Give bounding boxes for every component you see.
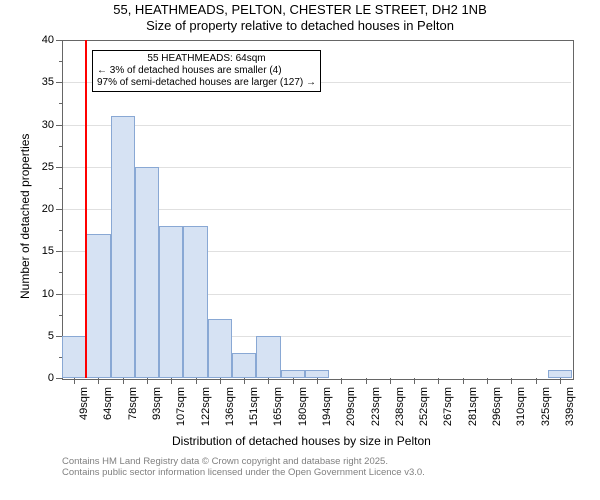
- x-tick-mark: [147, 378, 148, 384]
- y-minor-tick-mark: [59, 272, 62, 273]
- histogram-bar: [135, 167, 159, 378]
- x-tick-mark: [390, 378, 391, 384]
- y-tick-mark: [56, 167, 62, 168]
- x-tick-label: 180sqm: [297, 387, 309, 437]
- title-line-1: 55, HEATHMEADS, PELTON, CHESTER LE STREE…: [0, 2, 600, 18]
- histogram-bar: [111, 116, 135, 378]
- x-tick-label: 267sqm: [442, 387, 454, 437]
- x-tick-mark: [171, 378, 172, 384]
- y-tick-label: 0: [34, 372, 54, 384]
- chart-container: 55, HEATHMEADS, PELTON, CHESTER LE STREE…: [0, 0, 600, 500]
- x-tick-label: 223sqm: [370, 387, 382, 437]
- annotation-box: 55 HEATHMEADS: 64sqm← 3% of detached hou…: [92, 50, 321, 92]
- y-tick-label: 25: [34, 161, 54, 173]
- x-tick-mark: [536, 378, 537, 384]
- annotation-line: ← 3% of detached houses are smaller (4): [97, 65, 316, 77]
- histogram-bar: [232, 353, 256, 378]
- y-tick-label: 10: [34, 288, 54, 300]
- x-tick-label: 281sqm: [467, 387, 479, 437]
- x-tick-label: 165sqm: [272, 387, 284, 437]
- x-tick-label: 151sqm: [248, 387, 260, 437]
- annotation-line: 97% of semi-detached houses are larger (…: [97, 77, 316, 89]
- y-tick-label: 15: [34, 245, 54, 257]
- x-tick-label: 49sqm: [78, 387, 90, 437]
- histogram-bar: [62, 336, 86, 378]
- y-tick-mark: [56, 40, 62, 41]
- footer-line-1: Contains HM Land Registry data © Crown c…: [62, 456, 425, 467]
- x-tick-label: 296sqm: [491, 387, 503, 437]
- y-minor-tick-mark: [59, 188, 62, 189]
- title-line-2: Size of property relative to detached ho…: [0, 18, 600, 34]
- x-tick-mark: [220, 378, 221, 384]
- x-tick-label: 122sqm: [200, 387, 212, 437]
- histogram-bar: [305, 370, 329, 378]
- x-tick-label: 310sqm: [515, 387, 527, 437]
- y-tick-mark: [56, 82, 62, 83]
- y-minor-tick-mark: [59, 146, 62, 147]
- x-tick-label: 325sqm: [540, 387, 552, 437]
- x-tick-mark: [317, 378, 318, 384]
- x-tick-label: 339sqm: [564, 387, 576, 437]
- y-minor-tick-mark: [59, 315, 62, 316]
- histogram-bar: [281, 370, 305, 378]
- x-tick-mark: [293, 378, 294, 384]
- histogram-bar: [208, 319, 232, 378]
- x-tick-mark: [414, 378, 415, 384]
- x-tick-label: 238sqm: [394, 387, 406, 437]
- y-tick-mark: [56, 294, 62, 295]
- x-tick-mark: [341, 378, 342, 384]
- histogram-bar: [86, 234, 110, 378]
- x-tick-mark: [123, 378, 124, 384]
- y-tick-mark: [56, 378, 62, 379]
- x-tick-mark: [463, 378, 464, 384]
- x-tick-mark: [511, 378, 512, 384]
- gridline-h: [63, 125, 571, 126]
- x-tick-label: 78sqm: [127, 387, 139, 437]
- footer-line-2: Contains public sector information licen…: [62, 467, 425, 478]
- x-tick-mark: [74, 378, 75, 384]
- x-tick-mark: [244, 378, 245, 384]
- y-tick-label: 30: [34, 119, 54, 131]
- x-tick-mark: [196, 378, 197, 384]
- x-tick-mark: [560, 378, 561, 384]
- y-minor-tick-mark: [59, 230, 62, 231]
- footer-block: Contains HM Land Registry data © Crown c…: [62, 456, 425, 479]
- histogram-bar: [548, 370, 572, 378]
- annotation-line: 55 HEATHMEADS: 64sqm: [97, 53, 316, 65]
- x-tick-label: 107sqm: [175, 387, 187, 437]
- x-tick-label: 209sqm: [345, 387, 357, 437]
- x-tick-mark: [438, 378, 439, 384]
- x-tick-mark: [366, 378, 367, 384]
- title-block: 55, HEATHMEADS, PELTON, CHESTER LE STREE…: [0, 2, 600, 35]
- histogram-bar: [183, 226, 207, 378]
- y-tick-label: 35: [34, 76, 54, 88]
- histogram-bar: [256, 336, 280, 378]
- x-tick-label: 194sqm: [321, 387, 333, 437]
- x-tick-label: 64sqm: [102, 387, 114, 437]
- y-minor-tick-mark: [59, 61, 62, 62]
- y-tick-label: 20: [34, 203, 54, 215]
- subject-marker-line: [85, 40, 87, 378]
- histogram-bar: [159, 226, 183, 378]
- y-axis-title: Number of detached properties: [18, 134, 32, 299]
- x-tick-mark: [98, 378, 99, 384]
- x-tick-mark: [268, 378, 269, 384]
- y-tick-mark: [56, 125, 62, 126]
- y-tick-label: 5: [34, 330, 54, 342]
- x-tick-mark: [487, 378, 488, 384]
- y-tick-mark: [56, 251, 62, 252]
- y-minor-tick-mark: [59, 103, 62, 104]
- x-tick-label: 93sqm: [151, 387, 163, 437]
- y-tick-label: 40: [34, 34, 54, 46]
- y-tick-mark: [56, 209, 62, 210]
- x-tick-label: 252sqm: [418, 387, 430, 437]
- x-tick-label: 136sqm: [224, 387, 236, 437]
